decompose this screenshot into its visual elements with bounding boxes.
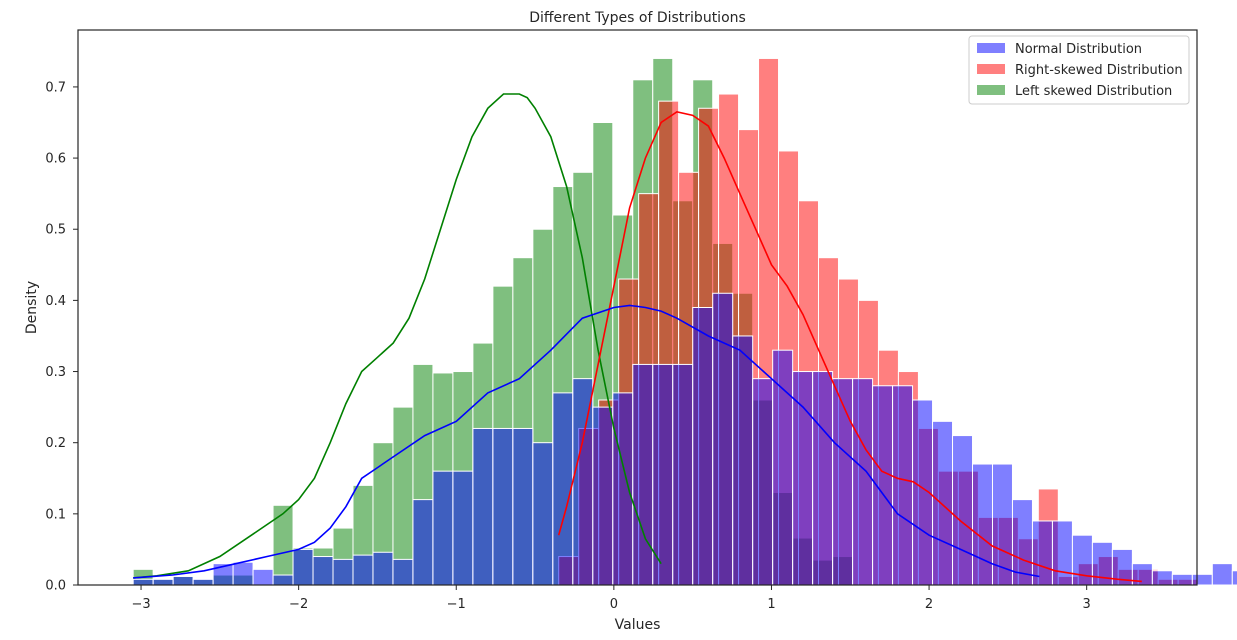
y-axis-ticks: 0.0 0.1 0.2 0.3 0.4 0.5 0.6 0.7: [45, 80, 78, 594]
bar-normal-distribution: [192, 578, 214, 586]
bar-normal-distribution: [852, 378, 874, 586]
kde-layer: [133, 93, 1142, 583]
bar-normal-distribution: [152, 578, 174, 586]
chart-title: Different Types of Distributions: [529, 10, 746, 26]
bar-normal-distribution: [892, 385, 914, 586]
bar-normal-distribution: [252, 568, 274, 586]
bar-normal-distribution: [552, 392, 574, 586]
y-tick-label: 0.1: [45, 507, 66, 522]
y-tick-label: 0.7: [45, 80, 66, 95]
x-tick-label: −2: [289, 597, 308, 612]
bar-normal-distribution: [752, 378, 774, 586]
bar-normal-distribution: [292, 548, 314, 586]
bar-normal-distribution: [592, 406, 614, 586]
bar-normal-distribution: [352, 554, 374, 586]
bars-layer: [132, 57, 1237, 586]
bar-normal-distribution: [1071, 534, 1093, 586]
x-tick-label: −1: [447, 597, 466, 612]
bar-normal-distribution: [472, 427, 494, 586]
bar-normal-distribution: [692, 307, 714, 586]
bar-normal-distribution: [232, 561, 254, 586]
bar-normal-distribution: [792, 371, 814, 586]
x-tick-label: 2: [925, 597, 933, 612]
bar-normal-distribution: [272, 574, 294, 586]
bar-normal-distribution: [1231, 570, 1237, 586]
plot-area-frame: [77, 29, 1198, 586]
bar-normal-distribution: [512, 427, 534, 586]
bar-normal-distribution: [832, 378, 854, 586]
y-tick-label: 0.0: [45, 579, 66, 594]
bar-normal-distribution: [432, 470, 454, 586]
bar-normal-distribution: [412, 499, 434, 586]
bar-left-skewed-distribution: [392, 406, 414, 586]
x-tick-label: −3: [131, 597, 150, 612]
kde-line-right-skewed-distribution: [557, 110, 1142, 583]
y-tick-label: 0.2: [45, 436, 66, 451]
x-axis-title: Values: [615, 617, 661, 633]
kde-line-left-skewed-distribution: [133, 93, 662, 579]
bar-normal-distribution: [652, 363, 674, 586]
bar-normal-distribution: [452, 470, 474, 586]
legend-swatch: [977, 43, 1005, 53]
bar-normal-distribution: [1191, 573, 1213, 586]
x-axis-ticks: −3 −2 −1 0 1 2 3: [131, 585, 1091, 612]
bar-normal-distribution: [132, 578, 154, 586]
bar-normal-distribution: [732, 335, 754, 586]
bar-normal-distribution: [1051, 520, 1073, 586]
legend-label: Normal Distribution: [1015, 42, 1142, 57]
bar-normal-distribution: [1151, 570, 1173, 586]
bar-normal-distribution: [632, 363, 654, 586]
bar-normal-distribution: [672, 363, 694, 586]
legend: Normal Distribution Right-skewed Distribu…: [968, 35, 1190, 105]
bar-normal-distribution: [532, 442, 554, 586]
y-tick-label: 0.6: [45, 152, 66, 167]
bar-normal-distribution: [492, 427, 514, 586]
y-tick-label: 0.5: [45, 223, 66, 238]
bar-normal-distribution: [1171, 573, 1193, 586]
y-tick-label: 0.3: [45, 365, 66, 380]
bar-normal-distribution: [952, 435, 974, 586]
legend-label: Left skewed Distribution: [1015, 84, 1172, 99]
legend-box: [968, 35, 1190, 105]
bar-normal-distribution: [392, 558, 414, 586]
bar-normal-distribution: [1211, 563, 1233, 586]
bar-normal-distribution: [312, 556, 334, 586]
bar-normal-distribution: [612, 392, 634, 586]
y-tick-label: 0.4: [45, 294, 66, 309]
bar-normal-distribution: [712, 292, 734, 586]
x-tick-label: 1: [767, 597, 775, 612]
bar-left-skewed-distribution: [272, 504, 294, 586]
bar-normal-distribution: [572, 378, 594, 586]
bar-normal-distribution: [812, 371, 834, 586]
legend-swatch: [977, 64, 1005, 74]
y-axis-title: Density: [24, 281, 40, 334]
bar-normal-distribution: [1131, 563, 1153, 586]
legend-label: Right-skewed Distribution: [1015, 63, 1183, 78]
bar-normal-distribution: [372, 551, 394, 586]
bar-normal-distribution: [972, 463, 993, 586]
bar-normal-distribution: [332, 558, 354, 586]
legend-swatch: [977, 85, 1005, 95]
bar-normal-distribution: [172, 575, 194, 586]
kde-line-normal-distribution: [133, 304, 1040, 579]
x-tick-label: 0: [610, 597, 618, 612]
bar-normal-distribution: [932, 420, 954, 586]
x-tick-label: 3: [1083, 597, 1091, 612]
bar-normal-distribution: [772, 349, 794, 586]
